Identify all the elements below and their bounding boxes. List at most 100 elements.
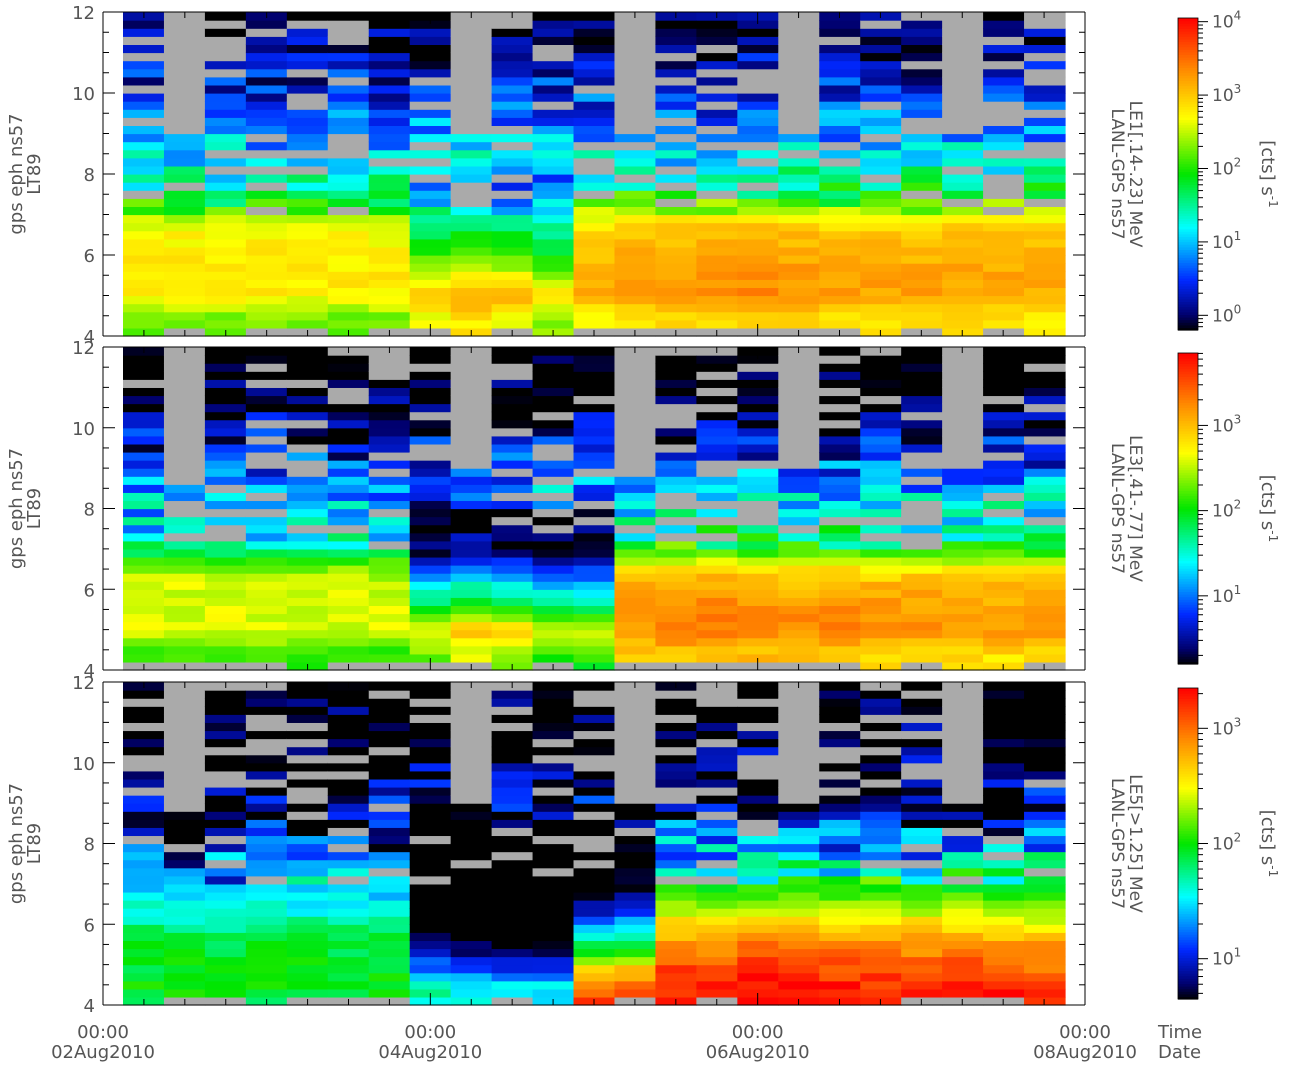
heatmap-cell (163, 508, 206, 518)
heatmap-cell (163, 28, 206, 37)
heatmap-cell (245, 843, 288, 853)
heatmap-cell (123, 597, 165, 607)
heatmap-cell (1024, 682, 1066, 691)
heatmap-cell (983, 827, 1025, 837)
heatmap-cell (163, 581, 206, 590)
heatmap-cell (491, 754, 534, 764)
colorbar-step (1178, 184, 1198, 188)
heatmap-cell (860, 980, 902, 990)
heatmap-cell (778, 714, 820, 723)
heatmap-cell (1024, 165, 1066, 175)
heatmap-cell (368, 653, 411, 663)
heatmap-cell (163, 206, 206, 216)
heatmap-cell (655, 93, 697, 102)
heatmap-cell (737, 891, 779, 901)
heatmap-cell (163, 214, 206, 224)
colorbar-step (1178, 252, 1198, 256)
heatmap-cell (327, 908, 370, 917)
heatmap-cell (901, 690, 943, 699)
heatmap-cell (409, 605, 452, 615)
heatmap-cell (573, 540, 616, 550)
x-tick-date-label: 06Aug2010 (706, 1042, 810, 1063)
colorbar-step (1178, 72, 1198, 76)
heatmap-cell (737, 419, 779, 429)
heatmap-cell (573, 589, 616, 598)
heatmap-cell (532, 940, 575, 950)
heatmap-cell (901, 182, 943, 191)
heatmap-cell (573, 932, 616, 942)
heatmap-cell (204, 908, 247, 917)
heatmap-cell (368, 924, 411, 933)
units-text: [cts] s (1257, 140, 1278, 195)
heatmap-cell (983, 875, 1025, 885)
heatmap-cell (1024, 246, 1066, 256)
heatmap-cell (1024, 738, 1066, 748)
heatmap-cell (860, 255, 902, 264)
heatmap-cell (163, 411, 206, 421)
heatmap-cell (368, 484, 411, 493)
x-axis-time-row-label: Time (1157, 1022, 1202, 1043)
heatmap-cell (696, 524, 738, 534)
heatmap-cell (614, 637, 657, 647)
heatmap-cell (204, 379, 247, 388)
heatmap-cell (245, 924, 288, 933)
colorbar-step (1178, 373, 1198, 377)
heatmap-cell (737, 395, 779, 405)
heatmap-cell (327, 835, 370, 845)
heatmap-cell (655, 387, 697, 397)
heatmap-cell (901, 524, 943, 534)
heatmap-cell (327, 803, 370, 812)
heatmap-cell (573, 141, 616, 151)
heatmap-cell (819, 629, 861, 639)
heatmap-cell (696, 589, 738, 598)
heatmap-cell (942, 629, 984, 639)
heatmap-cell (286, 867, 329, 877)
colorbar-step (1178, 897, 1198, 902)
heatmap-cell (696, 355, 738, 364)
heatmap-cell (942, 222, 984, 232)
heatmap-cell (123, 827, 165, 837)
heatmap-cell (737, 76, 779, 86)
heatmap-cell (778, 28, 820, 37)
heatmap-cell (491, 516, 534, 526)
heatmap-cell (983, 295, 1025, 305)
heatmap-cell (1024, 597, 1066, 607)
heatmap-cell (942, 427, 984, 437)
heatmap-cell (819, 12, 861, 21)
heatmap-cell (655, 605, 697, 615)
heatmap-cell (860, 371, 902, 380)
heatmap-cell (368, 182, 411, 191)
heatmap-cell (778, 355, 820, 364)
heatmap-cell (286, 468, 329, 477)
heatmap-cell (491, 819, 534, 828)
colorbar-step (1178, 698, 1198, 702)
colorbar-step (1178, 526, 1198, 530)
heatmap-cell (778, 395, 820, 405)
heatmap-cell (860, 940, 902, 950)
heatmap-cell (573, 835, 616, 845)
colorbar-step (1178, 166, 1198, 170)
heatmap-cell (491, 908, 534, 917)
heatmap-cell (204, 263, 247, 272)
heatmap-cell (1024, 940, 1066, 950)
colorbar-step (1178, 96, 1198, 100)
heatmap-cell (327, 93, 370, 102)
heatmap-cell (204, 698, 247, 707)
heatmap-cell (778, 198, 820, 207)
heatmap-cell (983, 206, 1025, 216)
colorbar-step (1178, 926, 1198, 930)
heatmap-cell (860, 287, 902, 297)
heatmap-cell (204, 165, 247, 175)
heatmap-cell (245, 827, 288, 837)
heatmap-cell (778, 476, 820, 485)
heatmap-cell (1024, 206, 1066, 216)
heatmap-cell (245, 698, 288, 707)
heatmap-cell (819, 762, 861, 772)
heatmap-cell (450, 149, 493, 159)
heatmap-cell (901, 76, 943, 86)
heatmap-cell (491, 319, 534, 329)
heatmap-cell (409, 859, 452, 869)
heatmap-cell (614, 395, 657, 405)
heatmap-cell (614, 621, 657, 631)
heatmap-cell (163, 460, 206, 469)
